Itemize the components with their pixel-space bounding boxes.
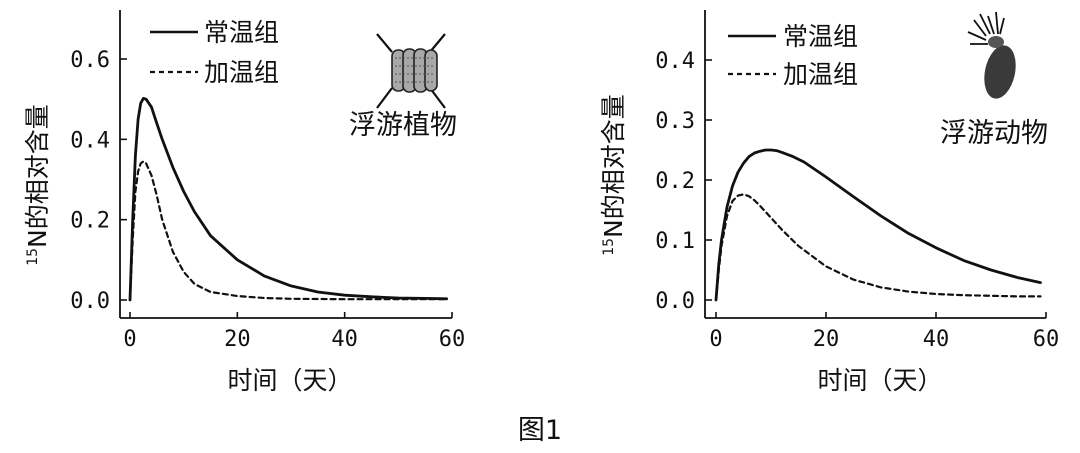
- organism-label-zooplankton: 浮游动物: [940, 118, 1048, 149]
- y-tick-label: 0.0: [70, 289, 110, 314]
- series-lines-group: [128, 97, 448, 302]
- legend-label-normal-temp: 常温组: [783, 22, 858, 51]
- tick-labels-group: 0.0 0.2 0.4 0.6 0 20 40 60: [70, 48, 465, 352]
- chart-panel-phytoplankton: 0.0 0.2 0.4 0.6 0 20 40 60 15N的相对含量 时间（天） 常温组 加…: [23, 10, 465, 395]
- legend: 常温组 加温组: [728, 22, 858, 89]
- y-axis-title-text: N的相对含量: [599, 94, 628, 238]
- y-tick-label: 0.2: [70, 209, 110, 234]
- figure-caption: 图1: [518, 415, 562, 446]
- axes-group: [704, 10, 1047, 319]
- series-line-heated: [128, 160, 448, 302]
- organism-label-phytoplankton: 浮游植物: [349, 110, 457, 141]
- legend: 常温组 加温组: [150, 18, 279, 87]
- x-tick-label: 60: [1033, 327, 1060, 352]
- legend-label-heated: 加温组: [204, 58, 279, 87]
- x-axis-title: 时间（天）: [227, 366, 352, 395]
- y-tick-label: 0.6: [70, 48, 110, 73]
- x-tick-label: 20: [224, 327, 251, 352]
- series-lines-group: [714, 148, 1042, 302]
- legend-label-heated: 加温组: [783, 60, 858, 89]
- x-tick-label: 0: [709, 327, 722, 352]
- phytoplankton-icon: [376, 33, 446, 109]
- y-tick-label: 0.2: [655, 169, 695, 194]
- x-tick-label: 60: [439, 327, 466, 352]
- zooplankton-icon: [967, 11, 1016, 99]
- series-line-heated: [714, 193, 1042, 302]
- x-axis-title: 时间（天）: [817, 366, 942, 395]
- x-tick-label: 40: [923, 327, 950, 352]
- y-axis-title: 15N的相对含量: [599, 94, 628, 256]
- y-axis-title-text: N的相对含量: [23, 104, 52, 248]
- tick-labels-group: 0.0 0.1 0.2 0.3 0.4 0 20 40 60: [655, 49, 1059, 352]
- x-tick-label: 40: [331, 327, 358, 352]
- series-line-normal-temp: [714, 148, 1042, 302]
- y-tick-label: 0.0: [655, 289, 695, 314]
- y-tick-label: 0.3: [655, 109, 695, 134]
- legend-label-normal-temp: 常温组: [204, 18, 279, 47]
- x-tick-label: 0: [123, 327, 136, 352]
- series-line-normal-temp: [128, 97, 448, 302]
- y-tick-label: 0.4: [655, 49, 695, 74]
- y-axis-superscript: 15: [601, 238, 617, 256]
- y-tick-label: 0.1: [655, 229, 695, 254]
- x-tick-label: 20: [813, 327, 840, 352]
- y-axis-title: 15N的相对含量: [23, 104, 52, 266]
- chart-panel-zooplankton: 0.0 0.1 0.2 0.3 0.4 0 20 40 60 15N的相对含量 时间（天） 常温…: [599, 10, 1059, 395]
- y-tick-label: 0.4: [70, 128, 110, 153]
- axes-group: [119, 10, 453, 319]
- y-axis-superscript: 15: [25, 248, 41, 266]
